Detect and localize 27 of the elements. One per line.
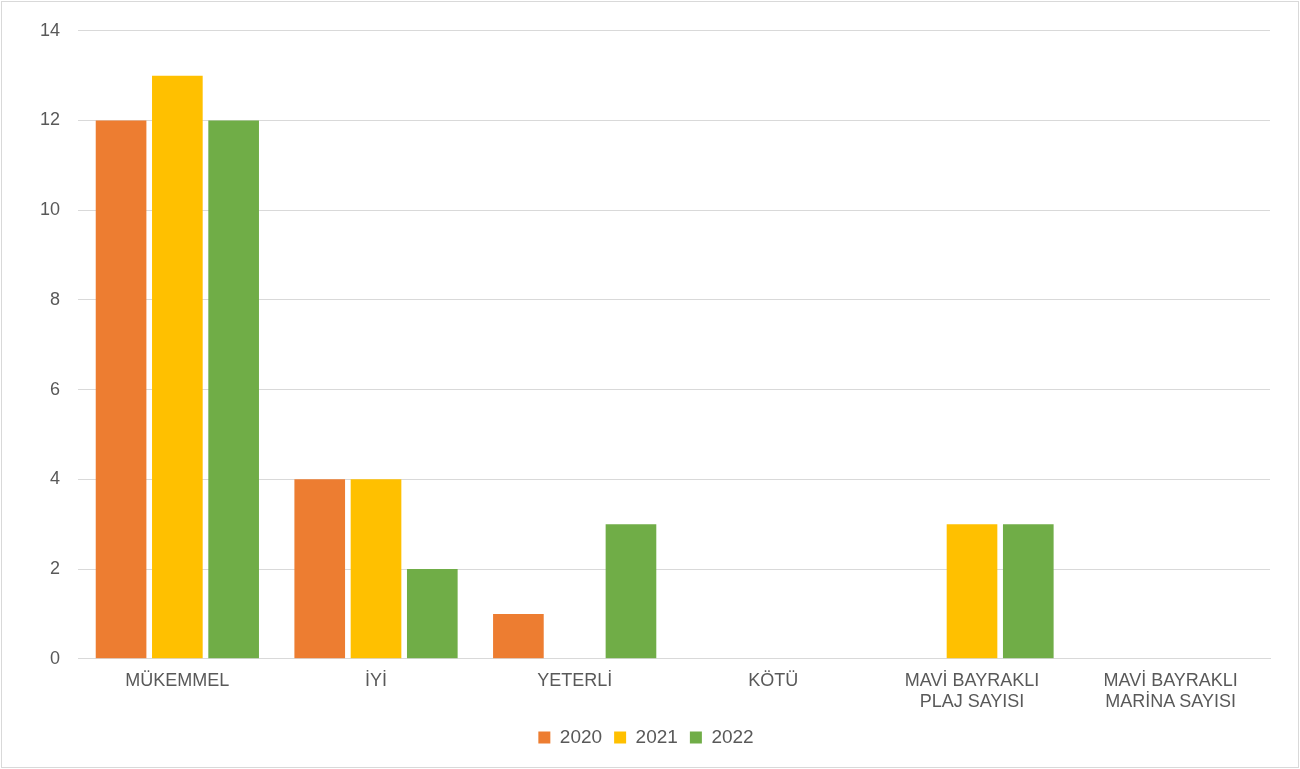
y-tick-label: 6 [50,378,61,399]
bar [406,569,458,659]
y-tick-label: 8 [50,288,61,309]
bar [946,524,998,659]
y-tick-label: 4 [50,468,61,489]
y-tick-label: 14 [39,19,61,40]
bar [1002,524,1054,659]
bar [294,479,346,659]
legend-label: 2020 [559,725,603,747]
y-tick-label: 2 [50,558,61,579]
bar [493,613,544,659]
x-tick-label: KÖTÜ [748,669,799,690]
legend-label: 2022 [711,725,754,747]
y-tick-label: 12 [39,109,61,130]
x-tick-label: MÜKEMMEL [125,669,230,690]
x-tick-label: MAVİ BAYRAKLI MARİNA SAYISI [1103,669,1238,712]
bar [152,75,203,659]
bar [350,479,402,659]
legend-label: 2021 [635,725,678,747]
bar [208,120,259,659]
x-tick-label: MAVİ BAYRAKLI PLAJ SAYISI [904,669,1040,712]
bar [95,120,147,659]
x-tick-label: YETERLİ [537,669,613,690]
y-tick-label: 10 [39,199,61,220]
bar [605,524,657,659]
x-tick-label: İYİ [365,669,388,690]
y-tick-label: 0 [50,647,61,668]
